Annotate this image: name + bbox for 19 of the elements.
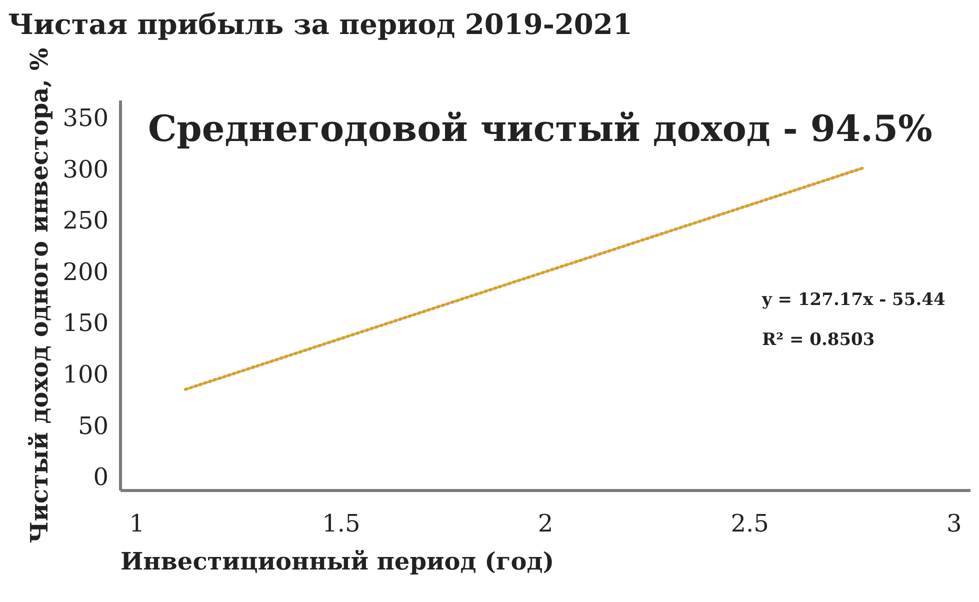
x-axis-title: Инвестиционный период (год)	[120, 546, 554, 576]
x-tick-label: 2.5	[730, 510, 769, 538]
x-tick-label: 3	[946, 510, 962, 538]
y-tick-label: 0	[93, 463, 108, 492]
y-tick-label: 150	[62, 309, 108, 338]
y-tick-label: 200	[62, 258, 108, 286]
y-tick-label: 100	[62, 360, 108, 389]
y-tick-label: 300	[62, 155, 108, 184]
annotation: R² = 0.8503	[762, 330, 875, 350]
x-tick-label: 1.5	[322, 510, 360, 538]
chart-title: Чистая прибыль за период 2019-2021	[8, 8, 632, 41]
annotation: y = 127.17x - 55.44	[761, 290, 946, 310]
y-tick-label: 350	[62, 104, 108, 132]
annotation: Среднегодовой чистый доход - 94.5%	[148, 108, 932, 150]
y-axis-title: Чистый доход одного инвестора, %	[24, 48, 54, 544]
x-tick-label: 2	[538, 510, 554, 538]
x-tick-label: 1	[129, 510, 144, 538]
y-tick-label: 50	[78, 412, 108, 440]
y-tick-label: 250	[62, 206, 108, 235]
